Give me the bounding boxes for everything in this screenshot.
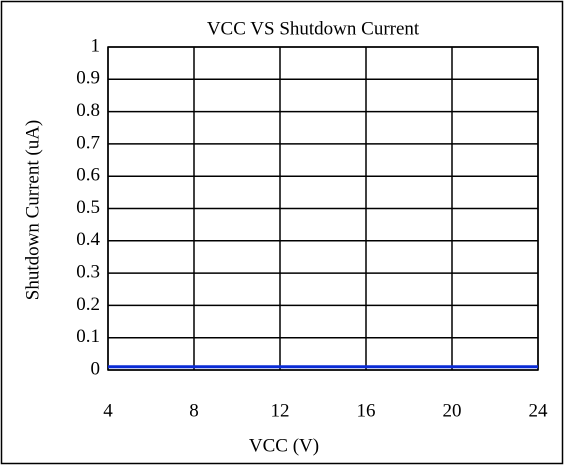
y-tick-label: 1 [91,35,101,56]
x-tick-label: 4 [103,400,113,421]
y-tick-label: 0.2 [76,294,100,315]
plot-border [107,46,539,371]
y-tick-label: 0.7 [76,132,100,153]
y-axis-label: Shutdown Current (uA) [22,120,43,300]
y-tick-label: 0.8 [76,100,100,121]
x-axis-label: VCC (V) [249,435,319,456]
x-tick-label: 12 [271,400,290,421]
y-tick-label: 0.5 [76,197,100,218]
y-tick-label: 0 [91,358,101,379]
y-tick-label: 0.3 [76,261,100,282]
x-tick-label: 24 [529,400,549,421]
y-tick-label: 0.4 [76,229,100,250]
x-tick-label: 8 [189,400,199,421]
y-tick-label: 0.1 [76,326,100,347]
y-tick-label: 0.9 [76,68,100,89]
chart-title: VCC VS Shutdown Current [207,18,420,39]
y-tick-label: 0.6 [76,165,100,186]
x-tick-label: 20 [443,400,462,421]
x-tick-label: 16 [357,400,376,421]
